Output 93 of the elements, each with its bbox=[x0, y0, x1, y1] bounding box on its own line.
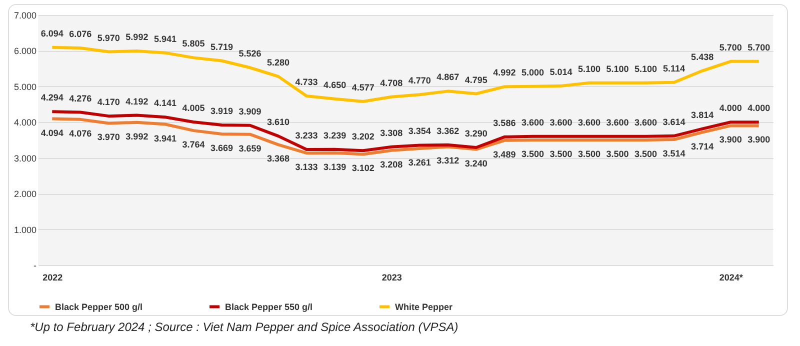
data-label: 4.076 bbox=[69, 128, 92, 138]
data-label: 3.312 bbox=[436, 156, 460, 166]
x-tick-label: 2023 bbox=[382, 272, 402, 282]
data-label: 5.992 bbox=[126, 32, 148, 42]
data-label: 4.294 bbox=[40, 92, 64, 103]
data-label: 3.669 bbox=[210, 142, 234, 153]
data-label: 3.133 bbox=[295, 162, 318, 172]
data-label: 5.280 bbox=[267, 57, 290, 68]
data-label: 4.192 bbox=[126, 96, 148, 106]
data-label: 3.909 bbox=[238, 106, 262, 116]
data-label: 3.659 bbox=[238, 143, 262, 154]
data-label: 3.202 bbox=[352, 132, 374, 142]
data-label: 3.500 bbox=[550, 149, 572, 159]
data-label: 3.362 bbox=[436, 126, 460, 136]
data-label: 4.141 bbox=[154, 98, 176, 108]
data-label: 6.094 bbox=[40, 28, 64, 38]
data-label: 5.941 bbox=[154, 34, 176, 44]
data-label: 3.489 bbox=[493, 149, 516, 160]
data-label: 6.076 bbox=[69, 29, 92, 39]
y-tick-label: 2.000 bbox=[14, 189, 36, 200]
x-tick-label: 2022 bbox=[42, 272, 63, 282]
y-tick-label: 3.000 bbox=[14, 153, 36, 164]
data-label: 4.000 bbox=[719, 103, 742, 114]
data-label: 3.714 bbox=[691, 141, 714, 152]
data-label: 3.600 bbox=[634, 117, 658, 128]
data-label: 5.719 bbox=[210, 42, 234, 52]
data-label: 4.650 bbox=[324, 80, 346, 90]
data-label: 5.438 bbox=[691, 52, 714, 62]
data-label: 3.208 bbox=[380, 159, 403, 170]
data-label: 3.600 bbox=[521, 117, 544, 128]
data-label: 5.100 bbox=[578, 64, 601, 74]
data-label: 5.805 bbox=[182, 38, 205, 49]
data-label: 3.261 bbox=[408, 158, 431, 168]
legend-label: Black Pepper 550 g/l bbox=[225, 302, 313, 312]
data-label: 3.240 bbox=[464, 158, 488, 168]
data-label: 3.500 bbox=[634, 149, 658, 159]
data-label: 3.586 bbox=[493, 118, 516, 128]
y-tick-label: 4.000 bbox=[14, 118, 36, 128]
data-label: 4.992 bbox=[493, 68, 516, 78]
data-label: 3.500 bbox=[521, 149, 544, 159]
data-label: 5.700 bbox=[748, 42, 770, 52]
data-label: 3.239 bbox=[324, 130, 346, 140]
data-label: 4.577 bbox=[352, 82, 374, 93]
data-label: 4.733 bbox=[295, 76, 318, 87]
data-label: 3.764 bbox=[182, 140, 205, 150]
data-label: 4.867 bbox=[436, 72, 460, 82]
data-label: 4.276 bbox=[69, 93, 92, 104]
data-label: 3.139 bbox=[324, 162, 346, 172]
data-label: 3.941 bbox=[154, 133, 176, 144]
y-tick-label: - bbox=[34, 260, 36, 270]
data-label: 5.014 bbox=[550, 66, 572, 77]
data-label: 3.600 bbox=[606, 117, 629, 128]
text: *Up to February 2024 ; Source : Viet Nam Pepper and Spice Association (VPSA) bbox=[30, 320, 460, 334]
data-label: 4.708 bbox=[380, 78, 403, 88]
legend-label: Black Pepper 500 g/l bbox=[55, 302, 143, 312]
data-label: 5.100 bbox=[606, 64, 629, 74]
data-label: 4.005 bbox=[182, 102, 205, 113]
y-tick-label: 1.000 bbox=[14, 224, 36, 235]
data-label: 4.795 bbox=[464, 74, 488, 85]
data-label: 3.614 bbox=[662, 116, 686, 127]
data-label: 4.770 bbox=[408, 76, 431, 86]
data-label: 5.526 bbox=[238, 48, 262, 59]
data-label: 3.354 bbox=[408, 126, 431, 136]
data-label: 3.600 bbox=[578, 117, 601, 128]
legend-label: White Pepper bbox=[395, 302, 454, 312]
data-label: 3.233 bbox=[295, 130, 318, 141]
data-label: 5.700 bbox=[719, 42, 742, 52]
data-label: 5.114 bbox=[663, 63, 686, 74]
data-label: 5.970 bbox=[97, 32, 120, 43]
y-tick-label: 5.000 bbox=[14, 82, 36, 92]
data-label: 5.100 bbox=[634, 64, 658, 74]
data-label: 5.000 bbox=[521, 67, 544, 78]
data-label: 3.102 bbox=[352, 163, 374, 174]
data-label: 3.970 bbox=[97, 132, 120, 142]
data-label: 3.500 bbox=[578, 149, 601, 159]
data-label: 3.290 bbox=[464, 128, 488, 138]
data-label: 3.600 bbox=[550, 117, 572, 128]
data-label: 4.000 bbox=[748, 103, 770, 114]
data-label: 3.368 bbox=[267, 154, 290, 164]
data-label: 4.170 bbox=[97, 97, 120, 108]
data-label: 3.308 bbox=[380, 128, 403, 138]
data-label: 3.814 bbox=[691, 110, 714, 120]
x-tick-label: 2024* bbox=[719, 272, 744, 282]
data-label: 3.610 bbox=[267, 117, 290, 128]
data-label: 3.900 bbox=[748, 134, 770, 145]
data-label: 3.514 bbox=[662, 148, 686, 158]
data-label: 3.919 bbox=[210, 106, 234, 116]
y-tick-label: 6.000 bbox=[14, 46, 36, 56]
data-label: 3.500 bbox=[606, 149, 629, 159]
data-label: 3.992 bbox=[126, 131, 148, 142]
y-tick-label: 7.000 bbox=[14, 10, 36, 20]
data-label: 4.094 bbox=[40, 128, 64, 138]
data-label: 3.900 bbox=[719, 134, 742, 145]
